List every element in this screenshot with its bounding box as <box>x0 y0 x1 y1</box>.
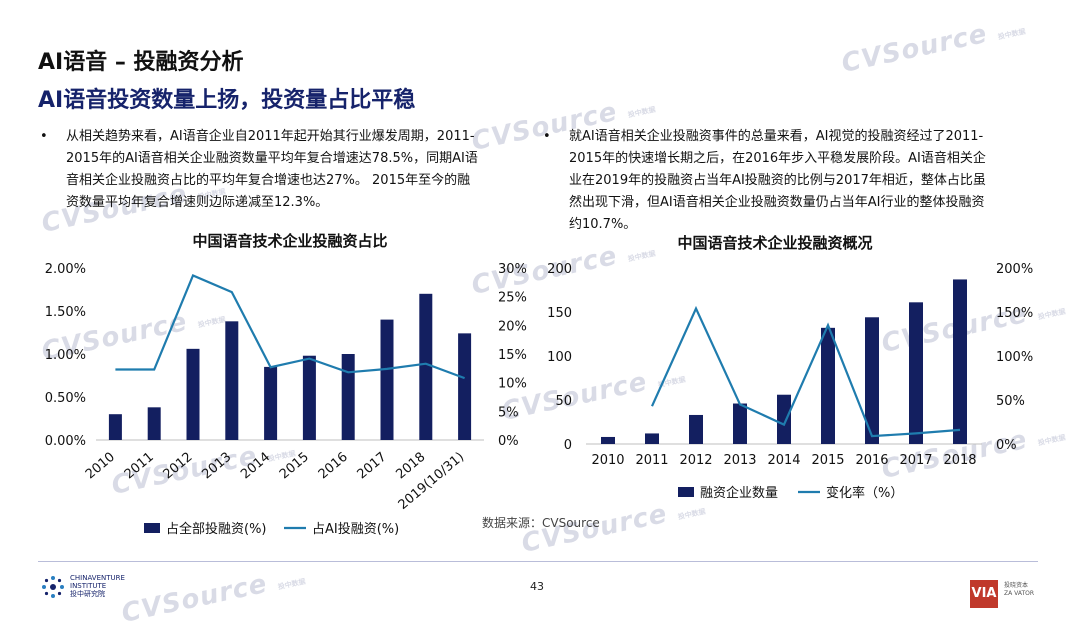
x-tick-label: 2013 <box>199 450 234 483</box>
y-tick-label-right: 0% <box>996 438 1017 453</box>
chart-title-left: 中国语音技术企业投融资占比 <box>120 230 460 251</box>
x-tick-label: 2010 <box>591 453 624 468</box>
y-tick-label-right: 15% <box>498 348 527 363</box>
bar <box>733 404 747 444</box>
right-paragraph: • 就AI语音相关企业投融资事件的总量来看，AI视觉的投融资经过了2011- 2… <box>569 126 1049 236</box>
chinaventure-logo: CHINAVENTURE INSTITUTE 投中研究院 <box>40 572 160 602</box>
bar <box>109 414 122 440</box>
page-number: 43 <box>530 580 544 593</box>
y-tick-label-left: 150 <box>547 306 572 321</box>
y-tick-label-left: 0.00% <box>45 434 86 449</box>
legend-label: 占全部投融资(%) <box>166 521 267 537</box>
logo-line: INSTITUTE <box>70 582 106 590</box>
left-paragraph: • 从相关趋势来看，AI语音企业自2011年起开始其行业爆发周期，2011- 2… <box>66 126 536 214</box>
bullet: • <box>543 126 551 148</box>
y-tick-label-left: 0 <box>564 438 572 453</box>
y-tick-label-left: 100 <box>547 350 572 365</box>
x-tick-label: 2010 <box>83 450 118 483</box>
bar <box>342 354 355 440</box>
legend-bar-swatch <box>678 487 694 497</box>
y-tick-label-right: 50% <box>996 394 1025 409</box>
x-tick-label: 2012 <box>161 450 196 483</box>
x-tick-label: 2018 <box>943 453 976 468</box>
bar <box>953 279 967 444</box>
x-tick-label: 2014 <box>767 453 800 468</box>
bar <box>458 333 471 440</box>
bar <box>601 437 615 444</box>
bar <box>381 320 394 440</box>
text-line: 就AI语音相关企业投融资事件的总量来看，AI视觉的投融资经过了2011- <box>569 126 1049 148</box>
bullet: • <box>40 126 48 148</box>
y-tick-label-left: 1.50% <box>45 305 86 320</box>
y-tick-label-right: 20% <box>498 319 527 334</box>
chart-right: 0 50 100 150 200 0% 50% 100% 150% 200% 2010 2011 201… <box>540 250 1080 510</box>
bar <box>264 367 277 440</box>
y-tick-label-left: 0.50% <box>45 391 86 406</box>
text-line: 然出现下滑，但AI语音相关企业投融资数量仍占当年AI行业的整体投融资 <box>569 192 1049 214</box>
legend-bar-swatch <box>144 523 160 533</box>
x-tick-label: 2011 <box>122 450 157 483</box>
series-line <box>115 276 464 379</box>
bar <box>645 433 659 444</box>
via-logo: VIA 投晓资本 ZA VATOR <box>970 576 1040 608</box>
x-tick-label: 2015 <box>277 450 312 483</box>
bar <box>821 328 835 444</box>
bar <box>689 415 703 444</box>
chart-left: 0.00% 0.50% 1.00% 1.50% 2.00% 0% 5% 10% 15% 20% 25… <box>0 250 540 540</box>
page-title: AI语音 – 投融资分析 <box>38 44 244 76</box>
logo-line: ZA VATOR <box>1004 590 1034 597</box>
text-line: 音相关企业投融资占比的平均年复合增速也达27%。 2015年至今的融 <box>66 170 536 192</box>
bar <box>909 302 923 444</box>
x-tick-label: 2014 <box>238 450 273 483</box>
x-tick-label: 2017 <box>355 450 390 483</box>
bar <box>419 294 432 440</box>
page-subtitle: AI语音投资数量上扬，投资量占比平稳 <box>38 82 415 114</box>
x-tick-label: 2017 <box>899 453 932 468</box>
y-tick-label-right: 150% <box>996 306 1033 321</box>
y-tick-label-left: 200 <box>547 262 572 277</box>
via-logo-mark: VIA <box>970 580 998 608</box>
legend-label: 融资企业数量 <box>700 485 778 501</box>
y-tick-label-right: 10% <box>498 377 527 392</box>
logo-line: 投晓资本 <box>1004 582 1028 589</box>
x-tick-label: 2013 <box>723 453 756 468</box>
y-tick-label-right: 5% <box>498 405 519 420</box>
bar <box>148 407 161 440</box>
data-source: 数据来源：CVSource <box>482 514 600 531</box>
legend-label: 变化率（%） <box>826 485 903 501</box>
chinaventure-logo-icon <box>40 574 66 600</box>
x-tick-label: 2015 <box>811 453 844 468</box>
bar <box>303 356 316 440</box>
footer-divider <box>38 561 1038 562</box>
y-tick-label-left: 50 <box>555 394 572 409</box>
x-tick-label: 2016 <box>316 450 351 483</box>
text-line: 业在2019年的投融资占当年AI投融资的比例与2017年相近，整体占比虽 <box>569 170 1049 192</box>
y-tick-label-right: 25% <box>498 291 527 306</box>
logo-line: 投中研究院 <box>70 590 105 598</box>
text-line: 资数量平均年复合增速则边际递减至12.3%。 <box>66 192 536 214</box>
x-tick-label: 2011 <box>635 453 668 468</box>
y-tick-label-right: 100% <box>996 350 1033 365</box>
y-tick-label-right: 200% <box>996 262 1033 277</box>
bar <box>225 321 238 440</box>
y-tick-label-left: 2.00% <box>45 262 86 277</box>
x-tick-label: 2012 <box>679 453 712 468</box>
y-tick-label-left: 1.00% <box>45 348 86 363</box>
logo-line: CHINAVENTURE <box>70 574 125 582</box>
y-tick-label-right: 0% <box>498 434 519 449</box>
watermark: CVSource 投中数据 <box>839 11 1027 79</box>
legend-label: 占AI投融资(%) <box>312 521 399 537</box>
text-line: 2015年的AI语音相关企业融资数量平均年复合增速达78.5%，同期AI语 <box>66 148 536 170</box>
bar <box>777 395 791 444</box>
text-line: 从相关趋势来看，AI语音企业自2011年起开始其行业爆发周期，2011- <box>66 126 536 148</box>
text-line: 2015年的快速增长期之后，在2016年步入平稳发展阶段。AI语音相关企 <box>569 148 1049 170</box>
bar <box>187 349 200 440</box>
y-tick-label-right: 30% <box>498 262 527 277</box>
x-tick-label: 2016 <box>855 453 888 468</box>
